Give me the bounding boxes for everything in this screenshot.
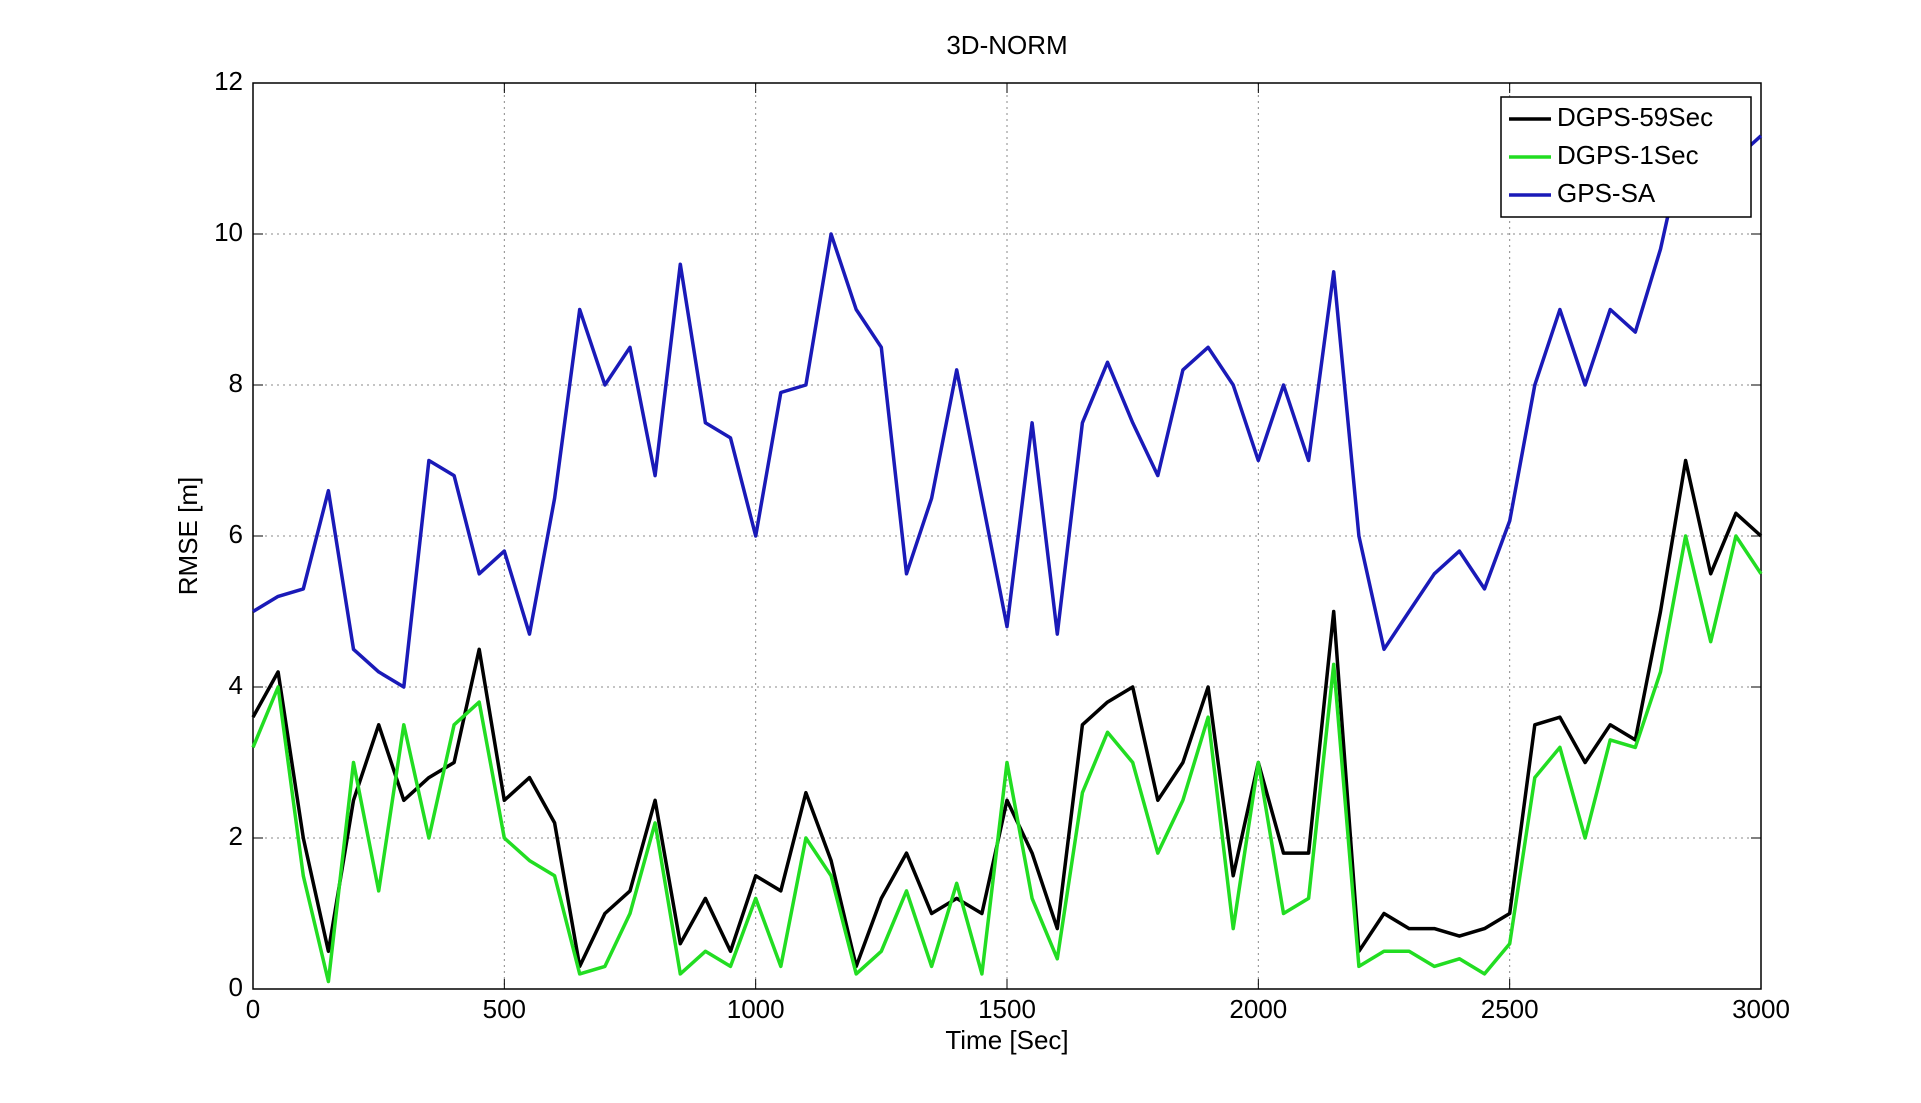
x-tick-label: 500 — [483, 994, 526, 1024]
x-tick-label: 0 — [246, 994, 260, 1024]
plot-frame — [252, 82, 1762, 990]
series-line — [252, 134, 1763, 689]
series-line — [251, 534, 1763, 984]
x-tick-label: 3000 — [1732, 994, 1790, 1024]
series-line — [251, 458, 1763, 969]
y-tick-label: 4 — [229, 670, 243, 700]
x-tick-label: 1500 — [978, 994, 1036, 1024]
y-tick-label: 0 — [229, 972, 243, 1002]
x-tick-label: 2000 — [1229, 994, 1287, 1024]
x-tick-label: 1000 — [727, 994, 785, 1024]
y-axis-label: RMSE [m] — [173, 477, 203, 595]
x-tick-label: 2500 — [1481, 994, 1539, 1024]
legend-label: GPS-SA — [1557, 178, 1656, 208]
legend-label: DGPS-59Sec — [1557, 102, 1713, 132]
y-tick-label: 6 — [229, 519, 243, 549]
y-tick-label: 10 — [214, 217, 243, 247]
y-tick-label: 8 — [229, 368, 243, 398]
y-tick-label: 12 — [214, 66, 243, 96]
chart-title: 3D-NORM — [946, 30, 1067, 60]
y-tick-label: 2 — [229, 821, 243, 851]
legend-label: DGPS-1Sec — [1557, 140, 1699, 170]
x-axis-label: Time [Sec] — [945, 1025, 1068, 1055]
